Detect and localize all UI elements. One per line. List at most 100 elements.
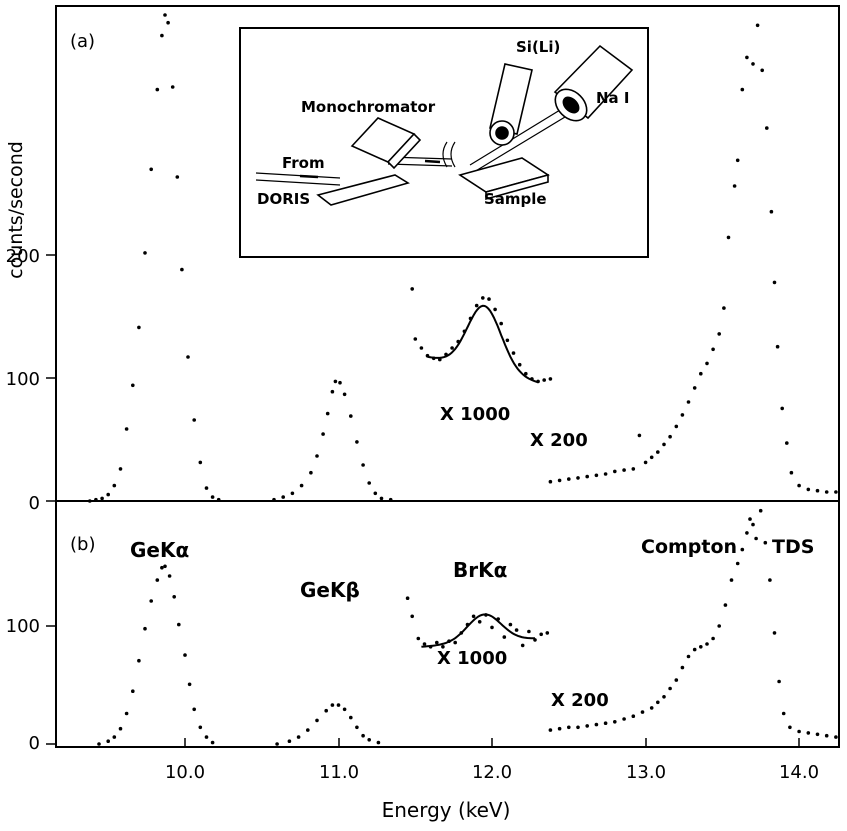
data-point [477,620,482,624]
data-point [613,469,617,474]
data-point [815,732,820,737]
data-point [163,13,167,17]
data-point [137,325,141,330]
annotation-tds: TDS [772,536,814,558]
data-point [281,495,286,499]
x-ticks [184,738,800,747]
data-point [520,643,525,648]
x-tick-label: 10.0 [165,762,205,783]
data-point [416,636,421,641]
data-point [336,703,341,707]
data-point [567,725,571,730]
data-point [405,596,410,600]
data-point [163,564,167,569]
y-tick-label: 0 [29,733,40,754]
plot-frame [55,5,840,748]
data-point [680,665,685,670]
data-point [748,517,752,521]
data-point [324,708,329,713]
data-point [490,625,494,630]
data-point [699,371,703,376]
data-point [732,184,737,188]
data-point [112,735,117,739]
data-point [180,267,184,272]
data-point [686,654,691,659]
data-point [355,440,359,444]
data-point [342,707,347,712]
data-point [177,622,181,627]
data-point [198,725,203,730]
y-tick-label: 100 [6,616,40,637]
data-point [210,740,215,745]
data-point [585,724,589,728]
data-point [740,87,745,92]
data-point [524,371,528,376]
data-point [143,626,147,631]
data-point [112,483,117,488]
data-point [131,689,135,693]
data-point [545,631,550,635]
data-point [662,695,666,699]
data-point [585,474,589,479]
x-tick-label: 11.0 [319,762,359,783]
annotation-gekalpha: GeKα [130,538,189,562]
data-point [775,344,780,349]
data-point [187,682,192,687]
data-point [514,628,519,632]
setup-inset: From DORIS Monochromator Sample Si(Li) N… [239,27,649,258]
data-point [576,476,580,480]
x-axis-label: Energy (keV) [382,798,511,822]
data-point [361,463,365,467]
y-axis-label: counts/second [5,141,27,279]
data-point [290,491,295,496]
data-point [815,488,820,493]
data-point [435,640,439,645]
data-point [204,486,209,490]
sili-detector [489,63,533,146]
inset-label-sili: Si(Li) [516,38,560,56]
sample-crystal [458,157,550,201]
annotation-brkalpha: BrKα [453,558,507,582]
data-point [539,632,543,637]
data-point [557,726,562,731]
data-point [780,406,784,411]
annotation-x1000-a: X 1000 [440,404,510,425]
data-point [367,481,372,485]
data-point [118,467,123,471]
panel-a-label: (a) [70,31,95,52]
data-point [505,338,510,343]
x-tick-label: 13.0 [626,762,666,783]
data-point [137,658,141,663]
data-point [422,642,427,646]
data-point [192,418,196,422]
data-point [751,62,755,66]
data-point [674,678,679,682]
data-point [170,85,175,89]
data-point [315,454,319,458]
data-point [797,483,801,488]
data-point [441,645,445,649]
data-point [711,636,715,641]
nai-detector [553,44,634,122]
data-point [499,321,504,326]
inset-label-sample: Sample [484,190,547,208]
data-point [338,380,342,385]
data-point [542,378,546,382]
panel-a-marks [88,13,838,503]
data-point [88,499,92,503]
data-point [745,55,749,60]
data-point [309,470,313,475]
fit-curve [421,613,535,648]
data-point [413,337,418,341]
data-point [768,578,772,582]
data-point [668,434,672,439]
data-point [410,287,415,291]
data-point [143,251,147,255]
data-point [167,574,172,578]
data-point [166,20,170,25]
data-point [183,653,187,657]
x-tick-label: 12.0 [472,762,512,783]
y-ticks [46,254,56,745]
inset-label-from: From [282,154,325,172]
data-point [717,332,721,336]
